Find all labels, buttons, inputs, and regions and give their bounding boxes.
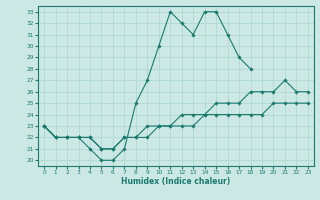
X-axis label: Humidex (Indice chaleur): Humidex (Indice chaleur) — [121, 177, 231, 186]
